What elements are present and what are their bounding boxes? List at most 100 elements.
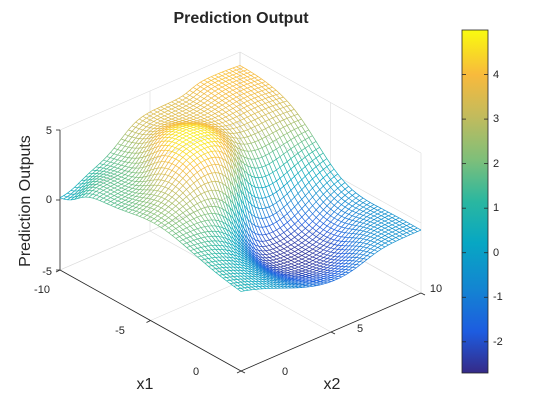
mesh-line	[276, 261, 281, 265]
mesh-line	[232, 123, 237, 128]
mesh-line	[124, 178, 129, 181]
mesh-line	[399, 217, 404, 221]
mesh-line	[179, 220, 184, 225]
mesh-line	[124, 171, 129, 175]
mesh-line	[203, 88, 208, 92]
mesh-line	[275, 99, 281, 104]
mesh-line	[294, 262, 299, 265]
mesh-line	[207, 190, 213, 199]
mesh-line	[323, 254, 328, 258]
mesh-line	[261, 138, 266, 146]
mesh-line	[279, 96, 284, 99]
mesh-line	[232, 88, 237, 91]
mesh-line	[381, 229, 386, 233]
mesh-line	[179, 196, 184, 201]
mesh-line	[196, 157, 202, 163]
mesh-line	[157, 202, 162, 207]
mesh-line	[117, 154, 122, 157]
mesh-line	[175, 199, 180, 204]
mesh-line	[132, 188, 136, 190]
mesh-line	[233, 263, 238, 268]
mesh-line	[273, 261, 277, 264]
mesh-line	[258, 82, 262, 85]
mesh-line	[185, 90, 190, 94]
mesh-line	[182, 234, 187, 239]
mesh-line	[178, 129, 183, 132]
mesh-line	[355, 238, 360, 243]
mesh-line	[399, 235, 404, 239]
mesh-line	[124, 181, 129, 184]
mesh-line	[84, 173, 90, 178]
mesh-line	[240, 149, 245, 158]
mesh-line	[395, 222, 400, 226]
mesh-line	[251, 278, 256, 282]
mesh-line	[229, 257, 234, 262]
mesh-line	[146, 141, 151, 143]
mesh-line	[272, 180, 277, 184]
mesh-line	[366, 216, 371, 219]
mesh-line	[103, 186, 108, 189]
mesh-line	[395, 219, 400, 222]
mesh-line	[262, 257, 267, 261]
mesh-line	[85, 187, 90, 192]
mesh-line	[204, 246, 209, 251]
mesh-line	[214, 134, 220, 139]
mesh-line	[204, 241, 209, 243]
mesh-line	[250, 102, 255, 105]
mesh-line	[222, 158, 227, 162]
mesh-line	[265, 234, 270, 241]
mesh-line	[146, 154, 151, 157]
mesh-line	[146, 212, 151, 216]
chart-title: Prediction Output	[173, 10, 309, 27]
mesh-line	[254, 251, 259, 257]
mesh-line	[131, 136, 136, 139]
mesh-line	[370, 248, 375, 251]
mesh-line	[171, 172, 176, 178]
mesh-line	[74, 187, 79, 192]
mesh-line	[312, 169, 317, 176]
mesh-line	[222, 129, 227, 133]
mesh-line	[207, 225, 213, 232]
mesh-line	[294, 269, 299, 272]
mesh-line	[218, 118, 223, 121]
mesh-line	[200, 255, 206, 260]
mesh-line	[272, 91, 277, 95]
mesh-line	[236, 69, 241, 73]
mesh-line	[150, 168, 155, 171]
mesh-line	[221, 98, 226, 101]
mesh-line	[178, 117, 183, 120]
mesh-line	[178, 163, 184, 169]
mesh-line	[327, 272, 332, 276]
mesh-line	[254, 73, 259, 77]
mesh-line	[110, 193, 115, 196]
mesh-line	[182, 105, 187, 108]
mesh-line	[182, 148, 187, 152]
mesh-line	[200, 155, 205, 161]
mesh-line	[348, 263, 353, 268]
mesh-line	[233, 269, 238, 274]
mesh-line	[200, 119, 205, 122]
mesh-line	[366, 227, 371, 230]
mesh-line	[207, 120, 212, 123]
mesh-line	[171, 147, 176, 152]
mesh-line	[211, 225, 216, 232]
mesh-line	[366, 202, 371, 206]
mesh-line	[239, 99, 245, 104]
mesh-line	[157, 200, 162, 203]
mesh-line	[225, 98, 230, 102]
mesh-line	[149, 152, 155, 160]
mesh-line	[225, 233, 231, 241]
mesh-line	[305, 262, 310, 265]
mesh-line	[143, 210, 148, 215]
mesh-line	[330, 243, 335, 245]
mesh-line	[95, 178, 100, 182]
mesh-line	[92, 178, 97, 182]
mesh-line	[305, 270, 310, 273]
mesh-line	[247, 173, 252, 186]
mesh-line	[308, 217, 313, 222]
mesh-line	[225, 112, 230, 116]
mesh-line	[373, 220, 378, 224]
mesh-line	[308, 255, 313, 258]
mesh-line	[189, 109, 194, 112]
mesh-line	[294, 239, 299, 243]
